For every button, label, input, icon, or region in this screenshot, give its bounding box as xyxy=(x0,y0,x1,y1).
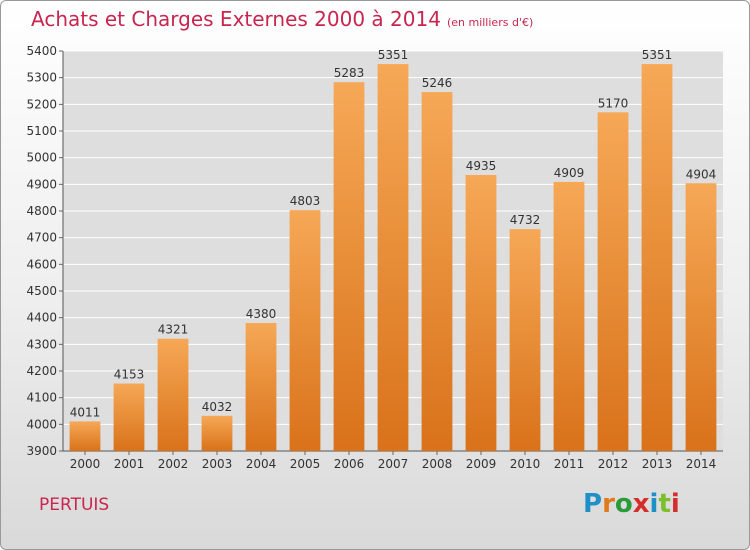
bar-value-label: 5351 xyxy=(642,48,673,62)
bar xyxy=(157,338,189,451)
y-tick-label: 5000 xyxy=(26,151,57,165)
bar xyxy=(113,383,145,451)
y-tick-label: 4300 xyxy=(26,337,57,351)
x-tick-label: 2013 xyxy=(642,457,673,471)
logo-letter: i xyxy=(670,489,680,519)
y-tick-label: 4900 xyxy=(26,177,57,191)
x-tick-label: 2000 xyxy=(70,457,101,471)
y-tick-label: 3900 xyxy=(26,444,57,458)
bar-value-label: 4904 xyxy=(686,167,717,181)
y-tick-label: 4800 xyxy=(26,204,57,218)
y-tick-label: 5400 xyxy=(26,44,57,58)
logo-letter: r xyxy=(602,489,615,519)
bar xyxy=(201,415,233,451)
y-tick-label: 5100 xyxy=(26,124,57,138)
y-tick-label: 4700 xyxy=(26,231,57,245)
bar xyxy=(289,210,321,451)
x-tick-label: 2004 xyxy=(246,457,277,471)
y-tick-label: 4100 xyxy=(26,391,57,405)
chart-subtitle: (en milliers d'€) xyxy=(446,16,534,29)
chart-title-text: Achats et Charges Externes 2000 à 2014 xyxy=(31,7,441,31)
bar-value-label: 4153 xyxy=(114,368,145,382)
x-tick-label: 2005 xyxy=(290,457,321,471)
x-tick-label: 2003 xyxy=(202,457,233,471)
city-label: PERTUIS xyxy=(39,495,110,515)
x-tick-label: 2011 xyxy=(554,457,585,471)
x-tick-label: 2002 xyxy=(158,457,189,471)
y-tick-label: 5300 xyxy=(26,71,57,85)
bar xyxy=(333,82,365,451)
bar-value-label: 4011 xyxy=(70,405,101,419)
bar-value-label: 4909 xyxy=(554,166,585,180)
y-tick-label: 4000 xyxy=(26,417,57,431)
bar xyxy=(245,323,277,451)
logo-letter: x xyxy=(632,489,650,519)
bar xyxy=(377,64,409,452)
bar-value-label: 5351 xyxy=(378,48,409,62)
bar xyxy=(597,112,629,451)
bar xyxy=(465,175,497,451)
x-tick-label: 2014 xyxy=(686,457,717,471)
bar-value-label: 5283 xyxy=(334,66,365,80)
y-tick-label: 4400 xyxy=(26,311,57,325)
logo-letter: i xyxy=(649,489,659,519)
x-tick-label: 2012 xyxy=(598,457,629,471)
x-tick-label: 2007 xyxy=(378,457,409,471)
logo-letter: P xyxy=(583,489,603,519)
y-tick-label: 4600 xyxy=(26,257,57,271)
logo-letter: o xyxy=(614,489,633,519)
x-tick-label: 2008 xyxy=(422,457,453,471)
chart-title: Achats et Charges Externes 2000 à 2014 (e… xyxy=(31,7,533,31)
bar xyxy=(685,183,717,451)
proxiti-logo: Proxiti xyxy=(583,489,680,519)
bar-value-label: 4732 xyxy=(510,213,541,227)
x-tick-label: 2009 xyxy=(466,457,497,471)
bar-value-label: 4380 xyxy=(246,307,277,321)
y-tick-label: 4500 xyxy=(26,284,57,298)
bar xyxy=(641,64,673,452)
bar-value-label: 4032 xyxy=(202,400,233,414)
bar-value-label: 4803 xyxy=(290,194,321,208)
x-tick-label: 2010 xyxy=(510,457,541,471)
bar xyxy=(553,181,585,451)
bar-value-label: 4321 xyxy=(158,323,189,337)
bar xyxy=(69,421,101,451)
y-tick-label: 4200 xyxy=(26,364,57,378)
logo-letter: t xyxy=(658,489,671,519)
x-tick-label: 2006 xyxy=(334,457,365,471)
bar xyxy=(421,92,453,452)
bar-value-label: 4935 xyxy=(466,159,497,173)
y-tick-label: 5200 xyxy=(26,97,57,111)
bar xyxy=(509,229,541,451)
bar-value-label: 5246 xyxy=(422,76,453,90)
bar-value-label: 5170 xyxy=(598,96,629,110)
x-tick-label: 2001 xyxy=(114,457,145,471)
